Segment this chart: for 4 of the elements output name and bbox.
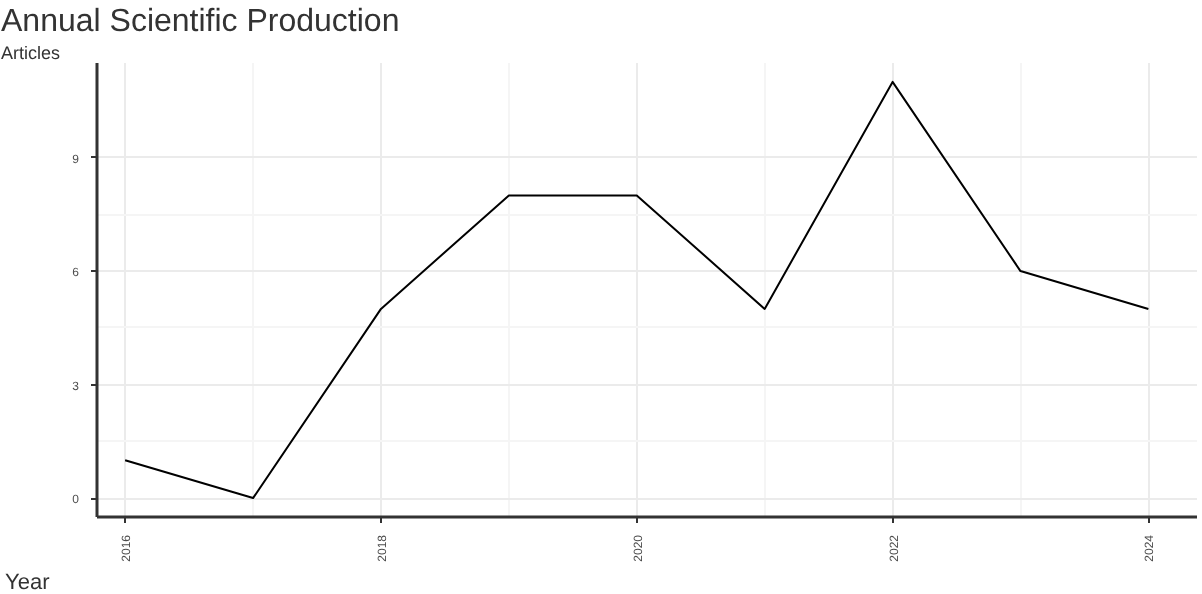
line-series	[124, 80, 1150, 500]
y-axis-title: Articles	[1, 43, 62, 63]
x-axis-title: Year	[5, 571, 51, 594]
chart-title: Annual Scientific Production	[1, 5, 400, 39]
